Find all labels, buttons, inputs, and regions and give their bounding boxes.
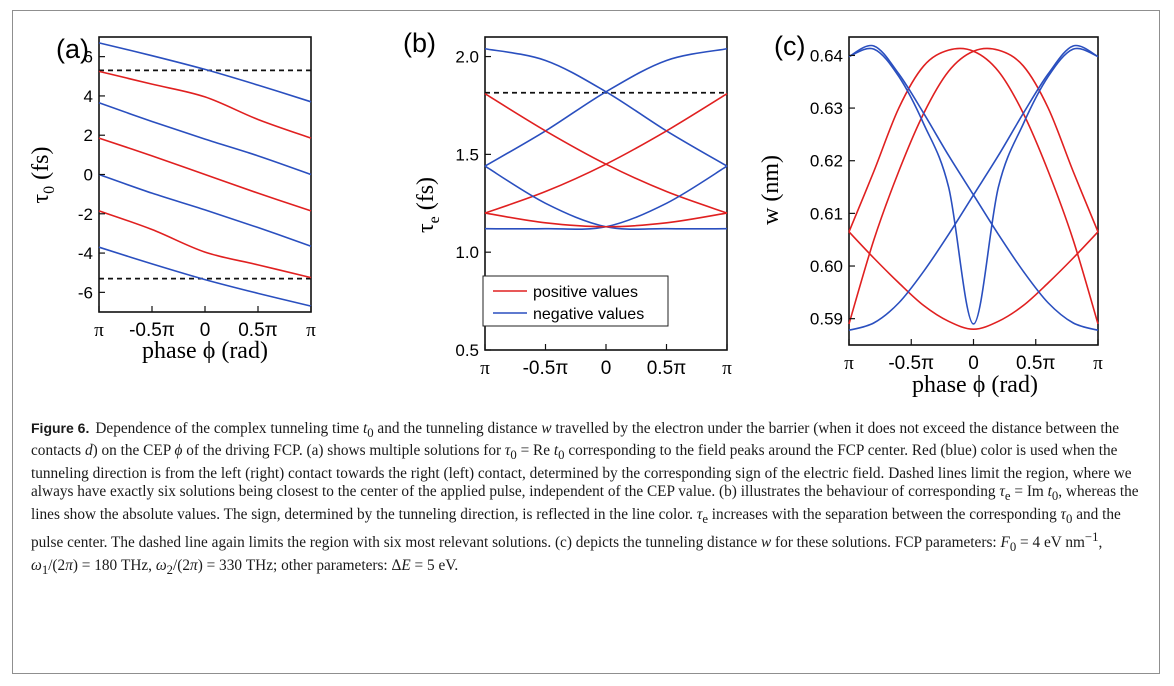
series-line-red xyxy=(848,47,1099,325)
x-tick-label: π xyxy=(1093,353,1103,374)
y-axis-label-b: τe (fs) xyxy=(413,177,443,233)
x-tick-label: 0 xyxy=(200,320,211,341)
y-axis-label-a: τ0 (fs) xyxy=(28,147,58,204)
x-tick-label: π xyxy=(306,320,316,341)
y-tick-label: 0.60 xyxy=(810,257,843,276)
series-line-blue xyxy=(848,44,1099,332)
series-line-blue xyxy=(848,44,1099,332)
x-tick-label: 0 xyxy=(601,358,612,379)
series-line-red xyxy=(848,231,1099,331)
x-axis-label-c: phase ϕ (rad) xyxy=(912,372,1038,398)
panel-label-b: (b) xyxy=(403,28,436,58)
x-tick-label: -0.5π xyxy=(129,320,175,341)
panel-a: π -0.5π 0 0.5π π 6 4 2 0 -2 -4 -6 (a) phase ϕ (rad)… xyxy=(28,34,316,364)
series-line-red xyxy=(98,70,312,139)
y-tick-label: 0.61 xyxy=(810,204,843,223)
figure-caption: Figure 6. Dependence of the complex tunne… xyxy=(31,419,1143,579)
y-tick-label: 0.59 xyxy=(810,310,843,329)
series-line-red xyxy=(484,93,728,214)
y-tick-label: 0.5 xyxy=(455,341,479,360)
x-tick-label: 0 xyxy=(968,353,979,374)
y-tick-label: 0.62 xyxy=(810,152,843,171)
series-line-blue xyxy=(484,47,728,167)
x-tick-label: π xyxy=(722,358,732,379)
x-tick-label: π xyxy=(94,320,104,341)
y-tick-label: 2 xyxy=(84,126,93,145)
panel-b: π -0.5π 0 0.5π π 2.0 1.5 1.0 0.5 (b) τe (fs) pos… xyxy=(403,28,732,379)
figure-frame xyxy=(12,10,1160,674)
y-tick-label: 0 xyxy=(84,166,93,185)
panel-c: π -0.5π 0 0.5π π 0.64 0.63 0.62 0.61 0.60 0.59 (c)… xyxy=(758,31,1103,398)
y-tick-label: 1.5 xyxy=(455,145,479,164)
x-tick-label: π xyxy=(480,358,490,379)
y-tick-label: -4 xyxy=(78,244,93,263)
y-tick-label: 2.0 xyxy=(455,48,479,67)
series-group-a xyxy=(98,42,312,307)
x-tick-label: 0.5π xyxy=(1016,353,1056,374)
panel-label-a: (a) xyxy=(56,34,89,64)
series-line-blue xyxy=(98,102,312,176)
series-line-red xyxy=(484,93,728,214)
caption-text: Dependence of the complex tunneling time… xyxy=(31,420,1139,577)
y-tick-label: 1.0 xyxy=(455,243,479,262)
series-line-blue xyxy=(98,42,312,103)
y-axis-label-c: w (nm) xyxy=(758,155,784,225)
y-tick-label: 6 xyxy=(84,48,93,67)
series-group-c xyxy=(848,44,1099,332)
series-line-red xyxy=(98,137,312,212)
y-tick-label: -2 xyxy=(78,205,93,224)
series-line-blue xyxy=(98,173,312,247)
y-tick-label: 4 xyxy=(84,87,93,106)
legend-box xyxy=(482,275,669,327)
y-tick-label: 0.64 xyxy=(810,46,843,65)
x-axis-label-a: phase ϕ (rad) xyxy=(142,338,268,364)
figure-label: Figure 6. xyxy=(31,420,90,436)
series-line-blue xyxy=(848,47,1099,325)
series-group-b xyxy=(484,47,728,231)
series-line-red xyxy=(484,212,728,228)
legend-b: positive values negative values xyxy=(482,275,669,327)
x-tick-label: 0.5π xyxy=(647,358,687,379)
legend-label-negative: negative values xyxy=(533,306,644,323)
x-tick-label: 0.5π xyxy=(238,320,278,341)
panel-label-c: (c) xyxy=(774,31,805,61)
y-tick-label: 0.63 xyxy=(810,99,843,118)
series-line-blue xyxy=(484,47,728,167)
series-line-red xyxy=(98,210,312,279)
y-tick-label: -6 xyxy=(78,283,93,302)
x-tick-label: -0.5π xyxy=(888,353,934,374)
plot-frame-c xyxy=(848,36,1099,346)
x-tick-label: π xyxy=(844,353,854,374)
legend-label-positive: positive values xyxy=(533,284,638,301)
x-tick-label: -0.5π xyxy=(523,358,569,379)
series-line-red xyxy=(848,47,1099,325)
series-line-blue xyxy=(98,246,312,307)
